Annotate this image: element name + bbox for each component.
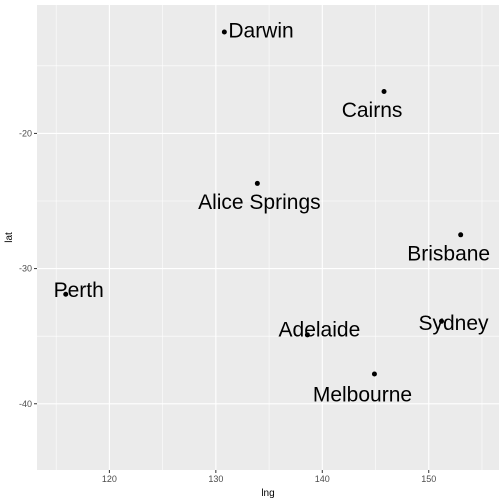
x-axis: 120 130 140 150 [102,470,436,484]
point-label-perth: Perth [54,279,104,302]
point-label-cairns: Cairns [342,99,403,122]
point-label-darwin: Darwin [228,20,293,43]
point-perth [63,291,69,297]
x-tick-label: 140 [315,474,330,484]
y-axis: -20 -30 -40 [19,128,37,409]
y-tick-label: -30 [19,264,32,274]
point-alice-springs [254,180,260,186]
x-axis-title: lng [261,488,274,499]
point-label-brisbane: Brisbane [407,242,490,265]
x-tick-label: 150 [421,474,436,484]
point-sydney [439,318,445,324]
grid-minor [37,5,499,470]
point-label-alice-springs: Alice Springs [198,191,321,214]
point-darwin [221,29,227,35]
point-adelaide [304,332,310,338]
point-cairns [381,89,387,95]
y-tick-label: -40 [19,399,32,409]
point-brisbane [458,232,464,238]
point-label-melbourne: Melbourne [313,384,412,407]
x-tick-label: 120 [102,474,117,484]
point-melbourne [371,371,377,377]
y-axis-title: lat [4,232,15,243]
point-label-adelaide: Adelaide [279,318,361,341]
data-points [63,29,464,377]
y-tick-label: -20 [19,128,32,138]
point-labels: Darwin Cairns Alice Springs Brisbane Adelaid… [54,20,490,407]
point-label-sydney: Sydney [418,312,489,335]
x-tick-label: 130 [208,474,223,484]
grid-major [37,5,499,470]
plot-panel [37,5,499,470]
